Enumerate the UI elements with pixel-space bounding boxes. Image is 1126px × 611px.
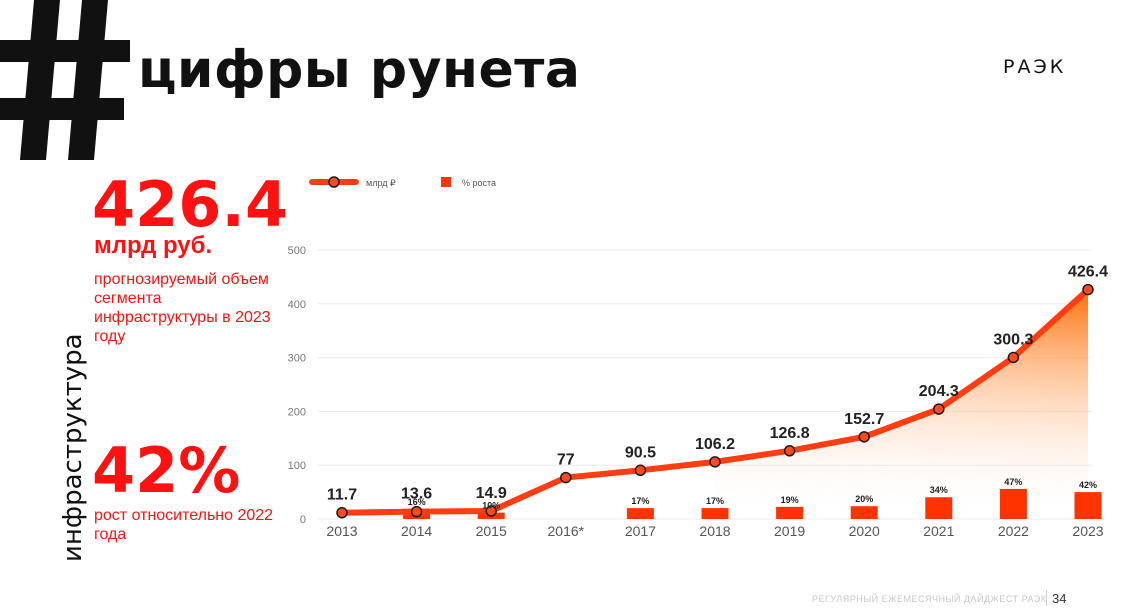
growth-stat-value: 42% <box>92 434 241 507</box>
area-fill <box>715 289 1088 519</box>
value-label: 426.4 <box>1068 264 1108 281</box>
growth-bar <box>999 488 1027 519</box>
y-tick-label: 0 <box>300 514 306 526</box>
growth-bar <box>776 506 804 519</box>
growth-bar-label: 34% <box>930 485 948 495</box>
growth-bar <box>701 508 729 519</box>
y-tick-label: 400 <box>288 299 306 311</box>
x-tick-label: 2020 <box>849 523 880 539</box>
main-stat-value: 426.4 <box>92 168 289 241</box>
growth-bar-label: 47% <box>1004 477 1022 487</box>
data-point <box>410 505 423 518</box>
y-tick-label: 100 <box>288 460 306 472</box>
growth-bar-label: 19% <box>781 495 799 505</box>
value-label: 14.9 <box>476 485 507 502</box>
data-point <box>1007 351 1020 364</box>
x-tick-label: 2013 <box>326 523 357 539</box>
x-tick-label: 2021 <box>923 523 954 539</box>
legend-bar-swatch <box>441 177 451 187</box>
growth-bar-label: 20% <box>855 494 873 504</box>
value-label: 126.8 <box>770 425 810 442</box>
growth-bar-label: 17% <box>706 496 724 506</box>
data-point <box>1082 283 1094 296</box>
legend-label: млрд ₽ <box>366 178 396 188</box>
value-label: 204.3 <box>919 383 959 400</box>
legend-point-swatch <box>328 176 340 188</box>
y-tick-label: 200 <box>288 406 306 418</box>
hashtag-icon <box>0 0 130 160</box>
growth-bar-label: 42% <box>1079 480 1097 490</box>
value-label: 13.6 <box>401 486 432 503</box>
data-point <box>933 403 945 415</box>
data-point <box>709 456 721 468</box>
main-stat-unit: млрд руб. <box>94 232 213 259</box>
footer-text: РЕГУЛЯРНЫЙ ЕЖЕМЕСЯЧНЫЙ ДАЙДЖЕСТ РАЭК <box>812 594 1047 604</box>
y-tick-label: 500 <box>288 245 306 257</box>
x-tick-label: 2014 <box>401 523 432 539</box>
value-label: 11.7 <box>327 487 357 504</box>
growth-stat-description: рост относительно 2022 года <box>94 507 274 543</box>
growth-bar-label: 10% <box>482 501 500 511</box>
x-tick-label: 2017 <box>625 523 656 539</box>
value-label: 300.3 <box>993 331 1033 348</box>
legend-label: % роста <box>462 178 496 188</box>
growth-bar <box>626 508 654 519</box>
data-point <box>634 464 647 477</box>
data-point <box>560 471 572 484</box>
page-number: 34 <box>1052 591 1067 606</box>
raek-logo: РАЭК <box>1003 56 1067 78</box>
x-tick-label: 2022 <box>998 523 1029 539</box>
x-tick-label: 2015 <box>476 523 507 539</box>
data-point <box>858 431 870 443</box>
growth-bar-label: 16% <box>408 497 426 507</box>
x-tick-label: 2016* <box>548 523 585 539</box>
value-label: 77 <box>557 452 575 469</box>
value-label: 152.7 <box>844 411 884 428</box>
main-stat-description: прогнозируемый объем сегмента инфраструк… <box>94 271 271 345</box>
x-tick-label: 2019 <box>774 523 805 539</box>
data-point <box>485 505 497 517</box>
value-label: 90.5 <box>625 444 656 461</box>
growth-bar-label: 17% <box>631 496 649 506</box>
x-tick-label: 2018 <box>699 523 730 539</box>
growth-bar <box>1074 492 1102 519</box>
x-tick-label: 2023 <box>1072 523 1103 539</box>
y-tick-label: 300 <box>288 353 306 365</box>
data-point <box>783 445 796 457</box>
data-point <box>336 506 348 519</box>
page-title: цифры рунета <box>138 40 581 100</box>
growth-bar <box>850 506 878 519</box>
footer-divider <box>1046 590 1047 606</box>
growth-bar <box>925 497 953 519</box>
value-label: 106.2 <box>695 436 735 453</box>
